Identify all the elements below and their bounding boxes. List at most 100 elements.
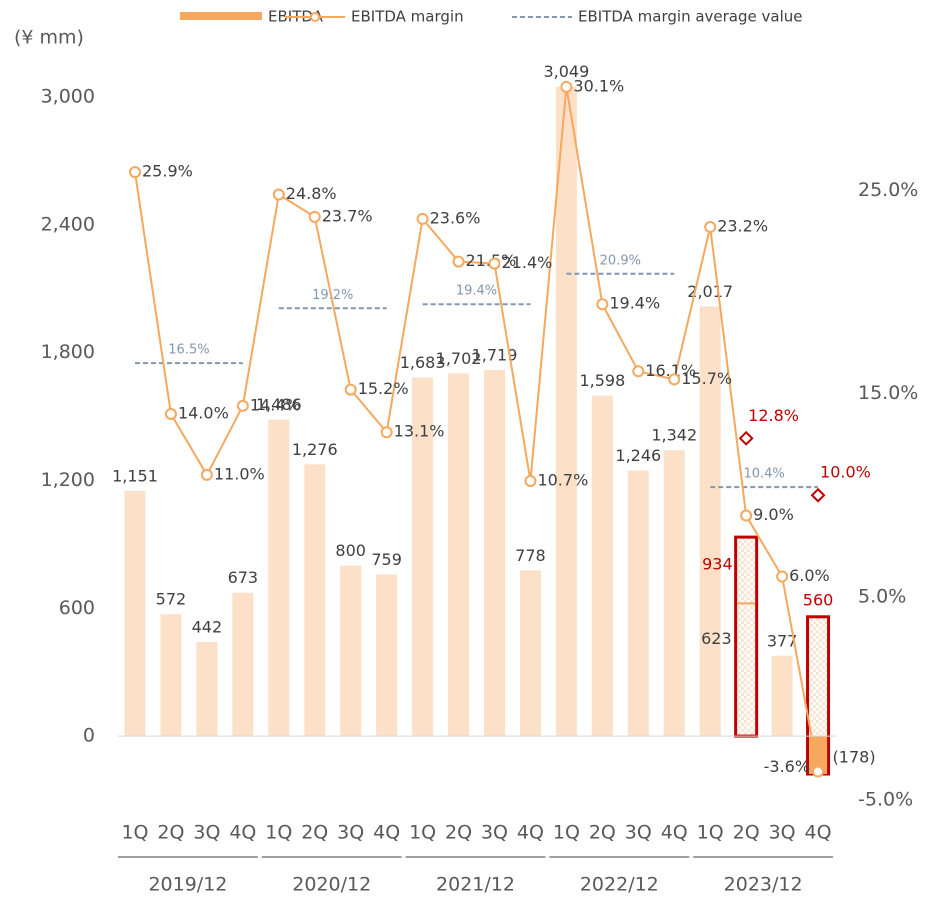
bar-label: 3,049 — [543, 62, 589, 81]
forecast-margin-marker — [810, 487, 826, 503]
bar — [304, 464, 326, 737]
margin-point — [560, 80, 573, 93]
bar — [627, 470, 649, 737]
margin-label: 25.9% — [142, 162, 193, 181]
legend-swatch — [310, 12, 320, 22]
y2-tick-label: 25.0% — [858, 179, 918, 201]
margin-label: 6.0% — [789, 566, 830, 585]
bar-label: 1,276 — [292, 440, 338, 459]
margin-point — [704, 221, 717, 234]
forecast-margin-label: 10.0% — [820, 463, 871, 482]
average-label: 20.9% — [600, 253, 641, 268]
bar — [663, 450, 685, 737]
margin-point — [236, 399, 249, 412]
margin-point — [308, 210, 321, 223]
average-label: 16.5% — [168, 343, 209, 358]
bar — [448, 373, 470, 737]
bar — [519, 570, 541, 737]
y-axis-label: (¥ mm) — [14, 27, 84, 49]
bar-label: 2,017 — [687, 282, 733, 301]
x-tick-label: 4Q — [229, 822, 256, 844]
bar — [699, 306, 721, 737]
bar-label: 759 — [371, 550, 402, 569]
bar-label: 1,342 — [651, 426, 697, 445]
y2-tick-label: -5.0% — [858, 789, 913, 811]
x-tick-label: 2Q — [301, 822, 328, 844]
y-tick-label: 1,200 — [41, 469, 95, 491]
x-tick-label: 3Q — [625, 822, 652, 844]
group-label: 2021/12 — [436, 874, 515, 896]
margin-label: 23.2% — [717, 217, 768, 236]
margin-point — [812, 765, 825, 778]
average-label: 19.4% — [456, 284, 497, 299]
bar — [160, 614, 182, 737]
margin-point — [380, 426, 393, 439]
bar — [268, 419, 290, 737]
margin-label: 30.1% — [573, 76, 624, 95]
bar — [124, 490, 146, 737]
margin-point — [632, 365, 645, 378]
y-tick-label: 600 — [59, 597, 95, 619]
x-tick-label: 1Q — [553, 822, 580, 844]
x-tick-label: 1Q — [265, 822, 292, 844]
x-tick-label: 2Q — [733, 822, 760, 844]
margin-point — [596, 298, 609, 311]
group-label: 2023/12 — [724, 874, 803, 896]
group-label: 2019/12 — [148, 874, 227, 896]
bar-label: 1,683 — [400, 353, 446, 372]
bar-label: 800 — [335, 541, 366, 560]
forecast-box — [734, 535, 759, 738]
forecast-label: 934 — [702, 555, 733, 574]
margin-label: 14.0% — [178, 403, 229, 422]
x-tick-label: 3Q — [337, 822, 364, 844]
x-tick-label: 1Q — [121, 822, 148, 844]
bar — [771, 655, 793, 737]
bar — [484, 369, 505, 737]
x-tick-label: 4Q — [805, 822, 832, 844]
x-tick-label: 3Q — [193, 822, 220, 844]
average-label: 10.4% — [743, 467, 784, 482]
y-tick-label: 1,800 — [41, 341, 95, 363]
y-tick-label: 3,000 — [41, 86, 95, 108]
bar-label: 1,486 — [256, 395, 302, 414]
margin-label: 21.4% — [502, 253, 553, 272]
x-tick-label: 2Q — [157, 822, 184, 844]
bar — [555, 86, 577, 737]
x-tick-label: 1Q — [697, 822, 724, 844]
forecast-label: 560 — [803, 590, 834, 609]
x-tick-label: 4Q — [661, 822, 688, 844]
bar — [232, 592, 254, 737]
y2-tick-label: 5.0% — [858, 585, 906, 607]
forecast-margin-label: 12.8% — [748, 406, 799, 425]
legend-swatch — [180, 12, 262, 20]
margin-label: 9.0% — [753, 505, 794, 524]
x-tick-label: 2Q — [445, 822, 472, 844]
margin-point — [452, 255, 465, 268]
margin-label: 14.4% — [250, 395, 301, 414]
margin-label: 15.2% — [358, 379, 409, 398]
margin-label: -3.6% — [764, 757, 810, 776]
x-tick-label: 4Q — [517, 822, 544, 844]
margin-point — [740, 509, 753, 522]
bar-label: 1,246 — [615, 446, 661, 465]
bar — [196, 641, 218, 737]
group-label: 2020/12 — [292, 874, 371, 896]
margin-label: 10.7% — [537, 471, 588, 490]
x-tick-label: 2Q — [589, 822, 616, 844]
bar-label: 377 — [767, 631, 798, 650]
margin-label: 15.7% — [681, 369, 732, 388]
margin-label: 23.7% — [322, 206, 373, 225]
margin-point — [524, 475, 537, 488]
margin-label: 24.8% — [286, 184, 337, 203]
y2-tick-label: 15.0% — [858, 382, 918, 404]
x-tick-label: 3Q — [481, 822, 508, 844]
margin-label: 11.0% — [214, 464, 265, 483]
forecast-margin-marker — [738, 430, 754, 446]
bar-label: 572 — [156, 590, 187, 609]
margin-point — [416, 212, 429, 225]
margin-point — [776, 570, 789, 583]
y-tick-label: 0 — [83, 725, 95, 747]
legend-label: EBITDA margin — [351, 8, 464, 26]
bar-label: 778 — [515, 546, 546, 565]
